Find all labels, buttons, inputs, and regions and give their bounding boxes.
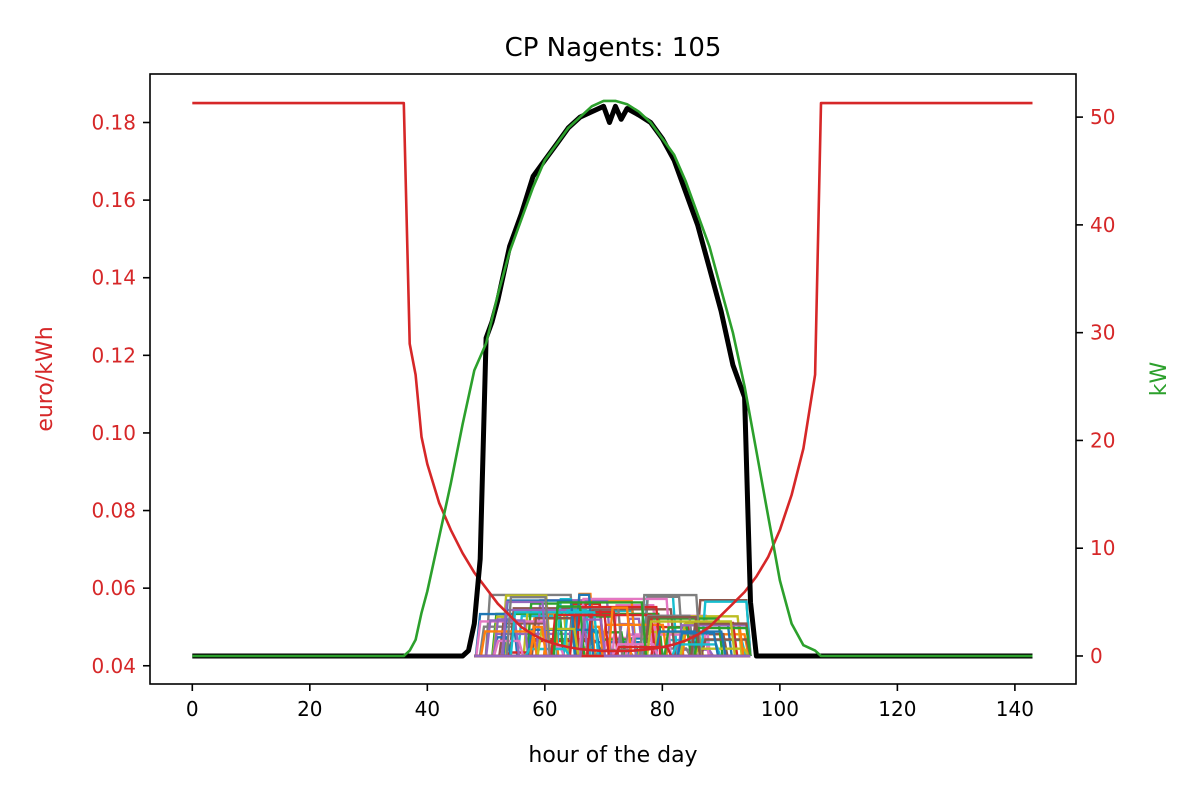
x-axis: 0 20 40 60 80 100 120 140 [186,684,1034,721]
y-left-tick-label: 0.16 [91,188,136,212]
y-right-tick-label: 0 [1090,644,1103,668]
plot-frame [149,73,1077,685]
y-left-tick-label: 0.04 [91,654,136,678]
x-tick-label: 80 [650,697,675,721]
y-axis-right-label: kW [1147,362,1172,397]
y-right-tick-label: 20 [1090,428,1115,452]
y-axis-left: 0.04 0.06 0.08 0.10 0.12 0.14 0.16 0.18 [91,111,150,678]
x-tick-label: 0 [186,697,199,721]
y-left-tick-label: 0.12 [91,343,136,367]
y-left-tick-label: 0.06 [91,576,136,600]
x-tick-label: 120 [878,697,916,721]
x-tick-label: 140 [996,697,1034,721]
y-left-tick-label: 0.08 [91,499,136,523]
agent-load-line [474,618,751,658]
y-left-tick-label: 0.14 [91,266,136,290]
y-right-tick-label: 50 [1090,105,1115,129]
x-tick-label: 40 [415,697,440,721]
x-tick-label: 100 [761,697,799,721]
x-axis-label: hour of the day [528,743,697,768]
series-layer [192,99,1033,659]
price-line [192,101,1033,653]
generation-line [192,99,1033,658]
x-tick-label: 20 [297,697,322,721]
y-left-tick-label: 0.10 [91,421,136,445]
y-right-tick-label: 10 [1090,536,1115,560]
agent-load-lines [474,592,752,658]
y-axis-right: 0 10 20 30 40 50 [1076,105,1115,668]
y-right-tick-label: 30 [1090,321,1115,345]
y-left-tick-label: 0.18 [91,111,136,135]
y-axis-left-label: euro/kWh [33,326,58,431]
x-tick-label: 60 [532,697,557,721]
total-load-line [192,103,1033,659]
y-right-tick-label: 40 [1090,213,1115,237]
chart-title: CP Nagents: 105 [505,33,722,63]
